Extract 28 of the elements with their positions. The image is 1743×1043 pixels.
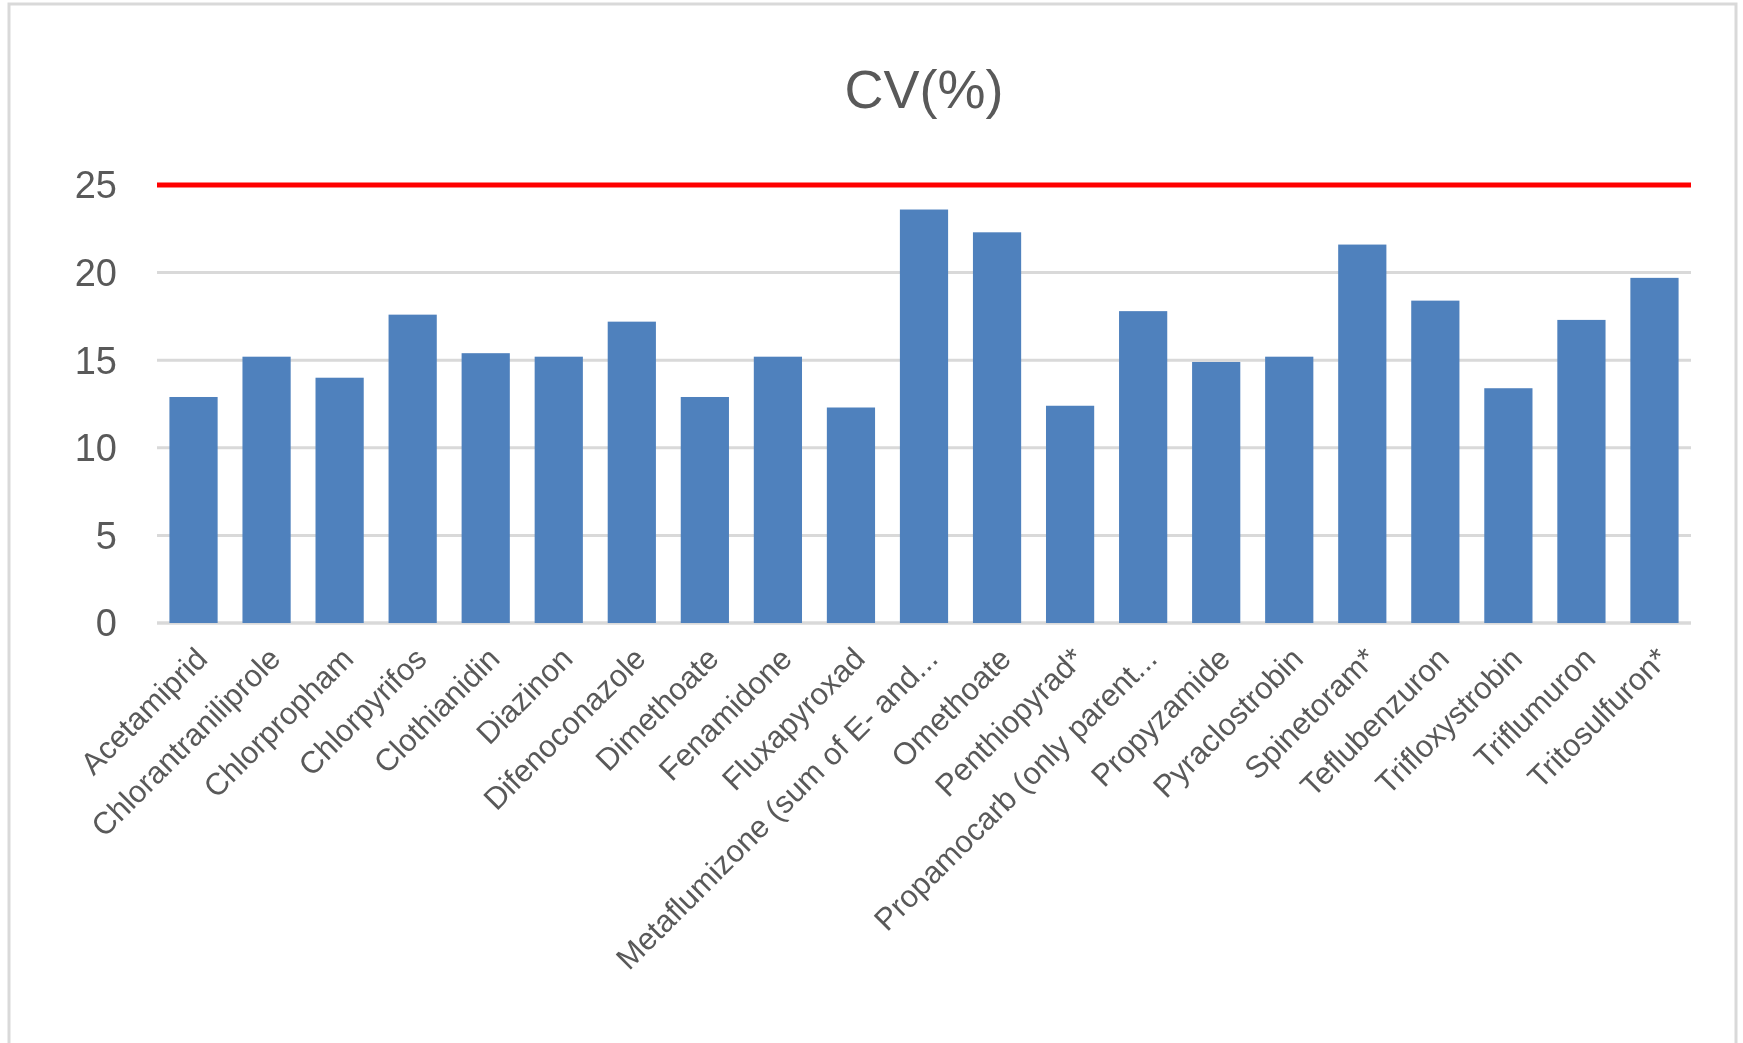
bar <box>534 356 583 623</box>
bar <box>899 209 949 623</box>
bar <box>1484 388 1533 623</box>
bar <box>753 356 803 623</box>
y-tick-label: 5 <box>95 514 117 557</box>
bar <box>242 356 291 623</box>
y-tick-label: 25 <box>74 164 117 207</box>
bar <box>169 396 218 623</box>
bar <box>1045 405 1095 623</box>
bar <box>1411 300 1460 623</box>
bar <box>1338 244 1387 623</box>
y-tick-label: 0 <box>95 602 117 645</box>
bar <box>826 407 876 623</box>
bar <box>315 377 364 623</box>
y-tick-label: 15 <box>74 339 117 382</box>
bar <box>1265 356 1314 623</box>
bar <box>461 353 510 623</box>
bar <box>1119 311 1168 623</box>
bar <box>1630 277 1679 623</box>
y-tick-label: 20 <box>74 251 117 294</box>
bar <box>607 321 656 623</box>
bar <box>680 396 729 623</box>
bar <box>388 314 437 623</box>
y-tick-label: 10 <box>74 427 117 470</box>
bar <box>1192 361 1241 623</box>
bar <box>972 232 1022 623</box>
bar <box>1557 319 1606 623</box>
chart-title: CV(%) <box>844 59 1004 119</box>
